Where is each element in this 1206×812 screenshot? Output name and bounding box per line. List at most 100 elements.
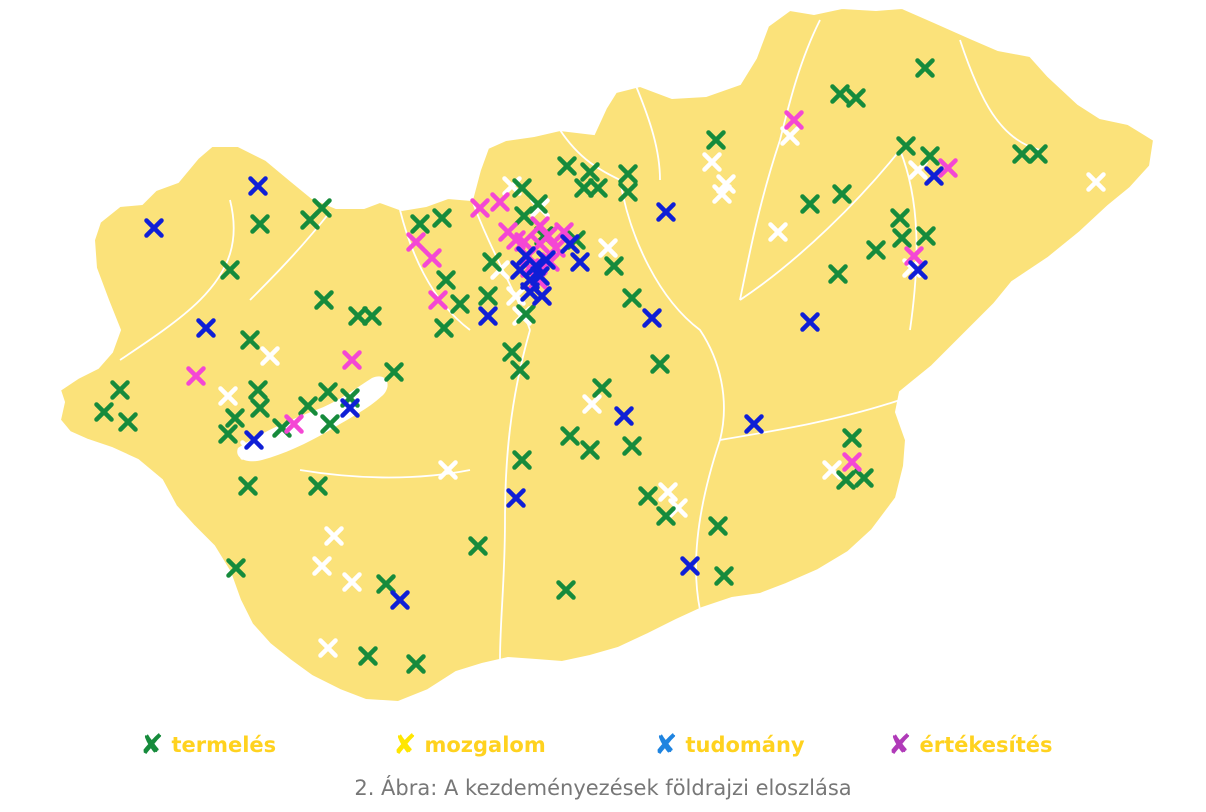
termeles-marker <box>622 436 642 456</box>
ertekesites-marker <box>490 192 510 212</box>
termeles-marker <box>842 428 862 448</box>
county-border <box>399 209 471 331</box>
tudomany-marker <box>614 406 634 426</box>
termeles-marker <box>406 654 426 674</box>
x-mark-icon: ✘ <box>654 728 678 761</box>
termeles-marker <box>478 286 498 306</box>
mozgalom-marker <box>712 184 732 204</box>
termeles-marker <box>218 424 238 444</box>
tudomany-marker <box>530 266 550 286</box>
tudomany-marker <box>516 246 536 266</box>
termeles-marker <box>854 468 874 488</box>
mozgalom-marker <box>260 346 280 366</box>
termeles-marker <box>656 506 676 526</box>
tudomany-marker <box>744 414 764 434</box>
mozgalom-marker <box>768 222 788 242</box>
termeles-marker <box>846 88 866 108</box>
legend-label-termeles: termelés <box>171 733 277 757</box>
county-border <box>619 179 725 441</box>
mozgalom-marker <box>598 238 618 258</box>
county-border <box>119 199 235 361</box>
termeles-marker <box>450 294 470 314</box>
termeles-marker <box>915 58 935 78</box>
termeles-marker <box>510 360 530 380</box>
tudomany-marker <box>506 488 526 508</box>
tudomany-marker <box>196 318 216 338</box>
termeles-marker <box>376 574 396 594</box>
mozgalom-marker <box>218 386 238 406</box>
ertekesites-marker <box>842 452 862 472</box>
ertekesites-marker <box>406 232 426 252</box>
tudomany-marker <box>144 218 164 238</box>
termeles-marker <box>706 130 726 150</box>
tudomany-marker <box>924 166 944 186</box>
ertekesites-marker <box>284 414 304 434</box>
ertekesites-marker <box>186 366 206 386</box>
figure-caption: 2. Ábra: A kezdeményezések földrajzi elo… <box>354 776 852 800</box>
ertekesites-marker <box>422 248 442 268</box>
initiative-markers <box>94 58 1106 674</box>
termeles-marker <box>502 342 522 362</box>
termeles-marker <box>298 396 318 416</box>
mozgalom-marker <box>658 482 678 502</box>
termeles-marker <box>622 288 642 308</box>
ertekesites-marker <box>342 350 362 370</box>
termeles-marker <box>318 382 338 402</box>
termeles-marker <box>866 240 886 260</box>
mozgalom-marker <box>780 126 800 146</box>
hungary-map <box>58 6 1156 704</box>
termeles-marker <box>580 162 600 182</box>
termeles-marker <box>94 402 114 422</box>
legend-label-tudomany: tudomány <box>685 733 805 757</box>
termeles-marker <box>384 362 404 382</box>
termeles-marker <box>250 398 270 418</box>
ertekesites-marker <box>530 216 550 236</box>
termeles-marker <box>512 450 532 470</box>
termeles-marker <box>890 208 910 228</box>
county-border <box>499 329 531 661</box>
county-border <box>249 211 331 301</box>
county-border <box>899 359 1041 393</box>
termeles-marker <box>468 536 488 556</box>
termeles-marker <box>240 330 260 350</box>
termeles-marker <box>828 264 848 284</box>
legend-label-ertekesites: értékesítés <box>919 733 1053 757</box>
legend-item-ertekesites: ✘ értékesítés <box>888 726 1052 764</box>
termeles-marker <box>708 516 728 536</box>
tudomany-marker <box>680 556 700 576</box>
legend-item-tudomany: ✘ tudomány <box>654 726 805 764</box>
termeles-marker <box>248 380 268 400</box>
county-border <box>739 149 901 301</box>
termeles-marker <box>226 558 246 578</box>
tudomany-marker <box>656 202 676 222</box>
termeles-marker <box>512 178 532 198</box>
termeles-marker <box>436 270 456 290</box>
termeles-marker <box>308 476 328 496</box>
county-border <box>959 39 1041 151</box>
mozgalom-marker <box>438 460 458 480</box>
mozgalom-marker <box>318 638 338 658</box>
termeles-marker <box>362 306 382 326</box>
tudomany-marker <box>570 252 590 272</box>
tudomany-marker <box>244 430 264 450</box>
tudomany-marker <box>390 590 410 610</box>
termeles-marker <box>557 156 577 176</box>
termeles-marker <box>650 354 670 374</box>
mozgalom-marker <box>668 498 688 518</box>
termeles-marker <box>618 182 638 202</box>
mozgalom-marker <box>300 414 320 434</box>
x-mark-icon: ✘ <box>888 728 912 761</box>
legend-item-mozgalom: ✘ mozgalom <box>393 726 546 764</box>
termeles-marker <box>896 136 916 156</box>
mozgalom-marker <box>716 174 736 194</box>
termeles-marker <box>560 426 580 446</box>
termeles-marker <box>312 198 332 218</box>
ertekesites-marker <box>498 222 518 242</box>
county-border <box>719 399 901 441</box>
legend-label-mozgalom: mozgalom <box>424 733 546 757</box>
mozgalom-marker <box>342 572 362 592</box>
termeles-marker <box>220 260 240 280</box>
termeles-marker <box>250 214 270 234</box>
tudomany-marker <box>340 398 360 418</box>
termeles-marker <box>556 580 576 600</box>
